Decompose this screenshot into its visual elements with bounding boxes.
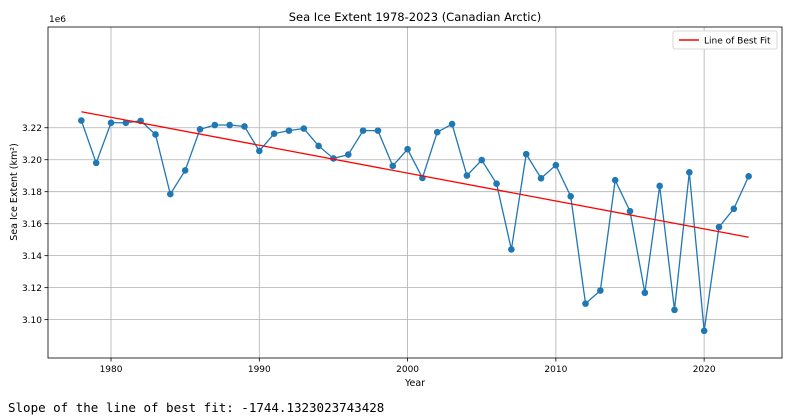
- series-layer: [78, 111, 752, 335]
- data-point: [359, 127, 367, 134]
- data-point: [686, 169, 693, 176]
- x-tick-label: 1980: [100, 365, 123, 375]
- chart-svg: Sea Ice Extent 1978-2023 (Canadian Arcti…: [9, 10, 783, 389]
- data-point: [582, 300, 589, 307]
- y-tick-label: 3.10: [22, 316, 42, 326]
- data-point: [641, 289, 649, 297]
- data-point: [196, 126, 204, 133]
- y-offset-label: 1e6: [49, 15, 66, 25]
- x-tick-label: 2010: [544, 365, 567, 375]
- data-point: [241, 123, 248, 130]
- chart: Sea Ice Extent 1978-2023 (Canadian Arcti…: [9, 10, 783, 389]
- data-point: [493, 180, 500, 188]
- data-point: [522, 150, 530, 158]
- y-axis-ticks: 3.10 3.12 3.14 3.16 3.18 3.20 3.22: [22, 124, 48, 326]
- x-tick-label: 2000: [396, 365, 419, 375]
- data-point: [745, 173, 752, 180]
- y-tick-label: 3.12: [22, 284, 42, 294]
- y-axis-label: Sea Ice Extent (km²): [9, 143, 20, 241]
- data-point: [152, 131, 159, 138]
- data-point: [389, 162, 397, 170]
- data-point: [167, 190, 174, 198]
- data-point: [448, 120, 456, 128]
- chart-title: Sea Ice Extent 1978-2023 (Canadian Arcti…: [289, 10, 542, 24]
- legend: Line of Best Fit: [672, 30, 778, 50]
- x-tick-label: 2020: [693, 365, 716, 375]
- y-tick-label: 3.20: [22, 156, 42, 166]
- x-tick-label: 1990: [248, 365, 271, 375]
- data-point: [715, 223, 723, 231]
- data-point: [315, 142, 322, 150]
- data-point: [285, 127, 293, 134]
- slope-output: Slope of the line of best fit: -1744.132…: [8, 400, 385, 415]
- data-point: [404, 145, 411, 153]
- data-point: [78, 117, 85, 124]
- data-point: [256, 147, 263, 155]
- y-tick-label: 3.14: [22, 252, 42, 262]
- data-point: [656, 182, 663, 190]
- y-tick-label: 3.16: [22, 220, 42, 230]
- data-point: [344, 151, 352, 158]
- data-point: [374, 127, 382, 134]
- data-point: [700, 327, 708, 335]
- data-point: [433, 128, 441, 136]
- data-point: [122, 119, 130, 127]
- legend-label: Line of Best Fit: [704, 37, 771, 47]
- x-axis-label: Year: [404, 378, 425, 389]
- data-point: [626, 207, 634, 215]
- data-point: [552, 161, 560, 169]
- plot-frame: [47, 26, 783, 359]
- data-point: [270, 130, 278, 137]
- data-line: [80, 120, 750, 331]
- y-tick-label: 3.18: [22, 188, 42, 198]
- data-point: [92, 159, 100, 167]
- data-point: [567, 193, 574, 200]
- best-fit-line: [81, 111, 749, 238]
- data-point: [478, 156, 486, 164]
- data-point: [300, 125, 308, 132]
- y-tick-label: 3.22: [22, 124, 42, 134]
- data-point: [107, 119, 115, 127]
- data-point: [211, 121, 219, 129]
- data-point: [508, 246, 515, 253]
- data-point: [537, 174, 545, 182]
- data-point: [611, 176, 619, 184]
- data-point: [597, 287, 604, 294]
- x-axis-ticks: 1980 1990 2000 2010 2020: [100, 358, 716, 375]
- data-point: [730, 205, 738, 213]
- data-point: [181, 167, 189, 174]
- data-point: [226, 121, 233, 129]
- data-point: [463, 172, 471, 179]
- grid-layer: [48, 27, 782, 358]
- data-point: [671, 306, 678, 314]
- legend-box: [672, 30, 778, 50]
